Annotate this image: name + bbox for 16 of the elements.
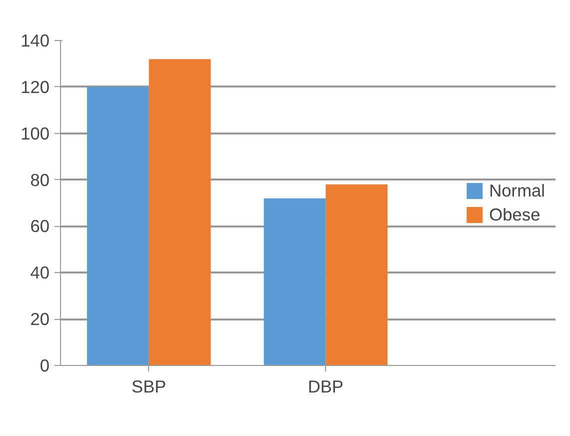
legend-label: Normal bbox=[489, 180, 545, 201]
y-tick-label: 20 bbox=[30, 309, 50, 330]
y-tick-label: 60 bbox=[30, 216, 50, 236]
x-tick-label: DBP bbox=[308, 376, 344, 396]
y-tick-label: 120 bbox=[20, 76, 50, 97]
y-tick-label: 80 bbox=[30, 170, 50, 190]
y-tick-label: 140 bbox=[20, 30, 50, 50]
y-tick-label: 40 bbox=[30, 262, 50, 283]
bar bbox=[326, 184, 388, 366]
bar bbox=[87, 86, 149, 366]
bar bbox=[148, 59, 211, 366]
y-tick-label: 0 bbox=[40, 356, 50, 376]
y-tick-label: 100 bbox=[20, 123, 50, 144]
bar bbox=[264, 198, 326, 366]
legend-label: Obese bbox=[489, 204, 540, 225]
x-tick-label: SBP bbox=[132, 376, 166, 396]
